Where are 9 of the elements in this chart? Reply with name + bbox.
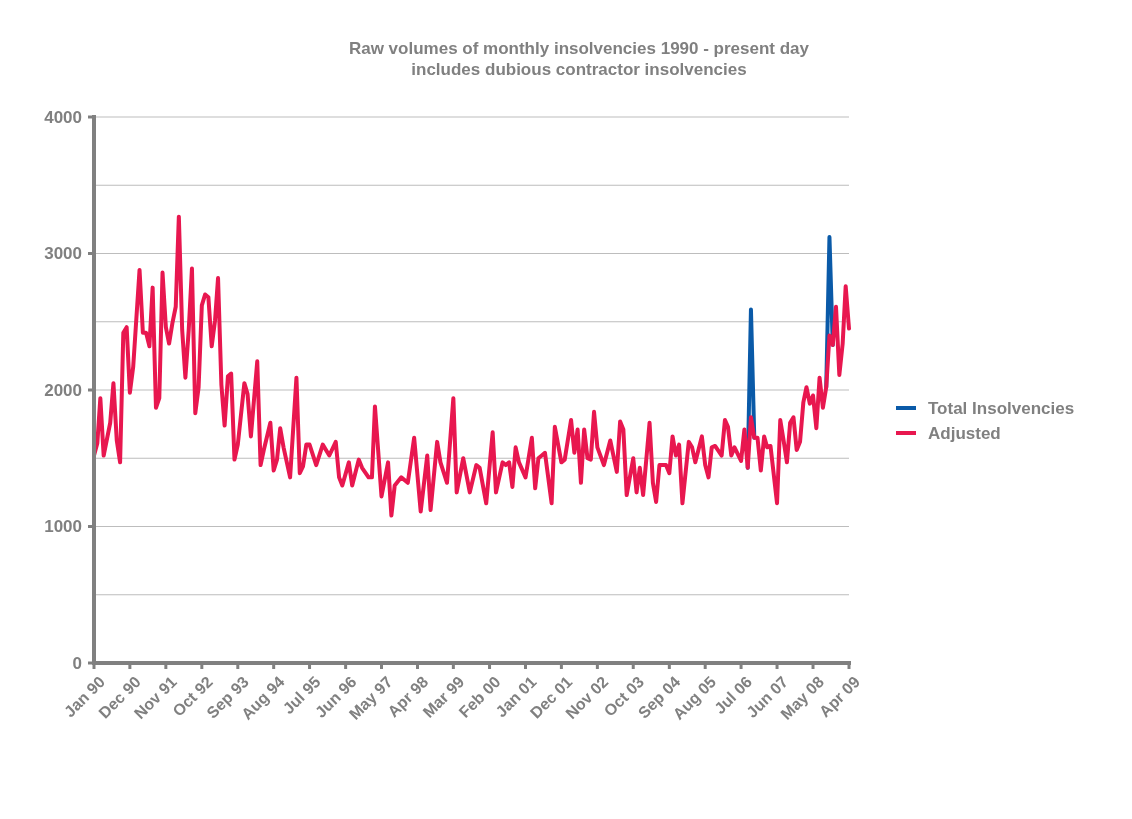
y-tick-label: 4000 [44,107,82,127]
y-tick-label: 2000 [44,380,82,400]
chart-subtitle: includes dubious contractor insolvencies [411,60,747,79]
y-tick-label: 3000 [44,244,82,264]
chart-title: Raw volumes of monthly insolvencies 1990 - present day [348,39,810,58]
y-tick-label: 1000 [44,517,82,537]
y-tick-label: 0 [72,653,82,673]
legend-label: Total Insolvencies [928,398,1075,418]
legend-label: Adjusted [928,423,1001,443]
